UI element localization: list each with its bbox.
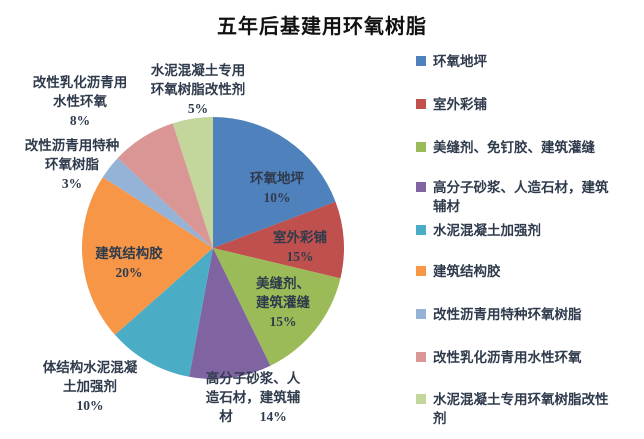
slice-label-jianzhujiegoujiao: 建筑结构胶 20% — [95, 246, 163, 280]
legend-item-jianzhujiegoujiao: 建筑结构胶 — [416, 262, 501, 281]
legend-label: 水泥混凝土加强剂 — [433, 223, 541, 238]
legend-label: 高分子砂浆、人造石材，建筑 辅材 — [433, 180, 609, 214]
legend-label: 室外彩铺 — [433, 97, 487, 112]
slice-label-ruhualiqing: 改性乳化沥青用 水性环氧 8% — [32, 75, 128, 128]
legend-item-meifengji: 美缝剂、免钉胶、建筑灌缝 — [416, 138, 595, 157]
pie-slice-0 — [213, 117, 336, 248]
chart-title: 五年后基建用环氧树脂 — [217, 16, 427, 38]
legend-item-shiwaicaipu: 室外彩铺 — [416, 95, 487, 114]
slice-label-gaofenzishajiang: 高分子砂浆、人 造石材，建筑辅 材 14% — [205, 371, 301, 424]
pie-slice-7 — [117, 123, 213, 248]
pie-slice-6 — [102, 157, 213, 248]
slice-label-meifengji: 美缝剂、 建筑灌缝 15% — [256, 276, 310, 329]
slice-label-gaixingliqing: 改性沥青用特种 环氧树脂 3% — [24, 138, 120, 191]
legend-label: 改性沥青用特种环氧树脂 — [433, 307, 582, 322]
slice-label-jiaqiangji: 体结构水泥混凝 土加强剂 10% — [42, 360, 138, 413]
legend-label: 水泥混凝土专用环氧树脂改性 剂 — [433, 392, 609, 426]
slice-label-shiwaicaipu: 室外彩铺 15% — [273, 230, 327, 264]
legend-swatch-icon — [416, 309, 426, 319]
legend-swatch-icon — [416, 266, 426, 276]
chart-legend: 环氧地坪 室外彩铺 美缝剂、免钉胶、建筑灌缝 高分子砂浆、人造石材，建筑 辅材 … — [416, 0, 640, 439]
legend-label: 建筑结构胶 — [433, 264, 501, 279]
legend-label: 美缝剂、免钉胶、建筑灌缝 — [433, 140, 595, 155]
legend-swatch-icon — [416, 182, 426, 192]
legend-item-ruhualiqing: 改性乳化沥青用水性环氧 — [416, 348, 582, 367]
pie-slice-1 — [213, 201, 344, 279]
legend-label: 环氧地坪 — [433, 54, 487, 69]
legend-swatch-icon — [416, 225, 426, 235]
legend-swatch-icon — [416, 56, 426, 66]
legend-swatch-icon — [416, 352, 426, 362]
pie-slice-8 — [172, 117, 213, 248]
pie-slice-3 — [189, 248, 271, 380]
legend-item-jiaqiangji: 水泥混凝土加强剂 — [416, 221, 541, 240]
slice-label-huanyangdiping: 环氧地坪 10% — [250, 171, 304, 205]
legend-item-gaofenzishajiang: 高分子砂浆、人造石材，建筑 辅材 — [416, 178, 609, 216]
legend-item-huanyangdiping: 环氧地坪 — [416, 52, 487, 71]
legend-item-gaixingji: 水泥混凝土专用环氧树脂改性 剂 — [416, 390, 609, 428]
legend-label: 改性乳化沥青用水性环氧 — [433, 350, 582, 365]
legend-swatch-icon — [416, 394, 426, 404]
legend-swatch-icon — [416, 142, 426, 152]
slice-label-gaixingji: 水泥混凝土专用 环氧树脂改性剂 5% — [150, 63, 246, 116]
pie-slice-5 — [82, 177, 213, 335]
legend-swatch-icon — [416, 99, 426, 109]
pie-slice-4 — [114, 248, 213, 377]
pie-slice-2 — [213, 248, 341, 366]
legend-item-gaixingliqing: 改性沥青用特种环氧树脂 — [416, 305, 582, 324]
